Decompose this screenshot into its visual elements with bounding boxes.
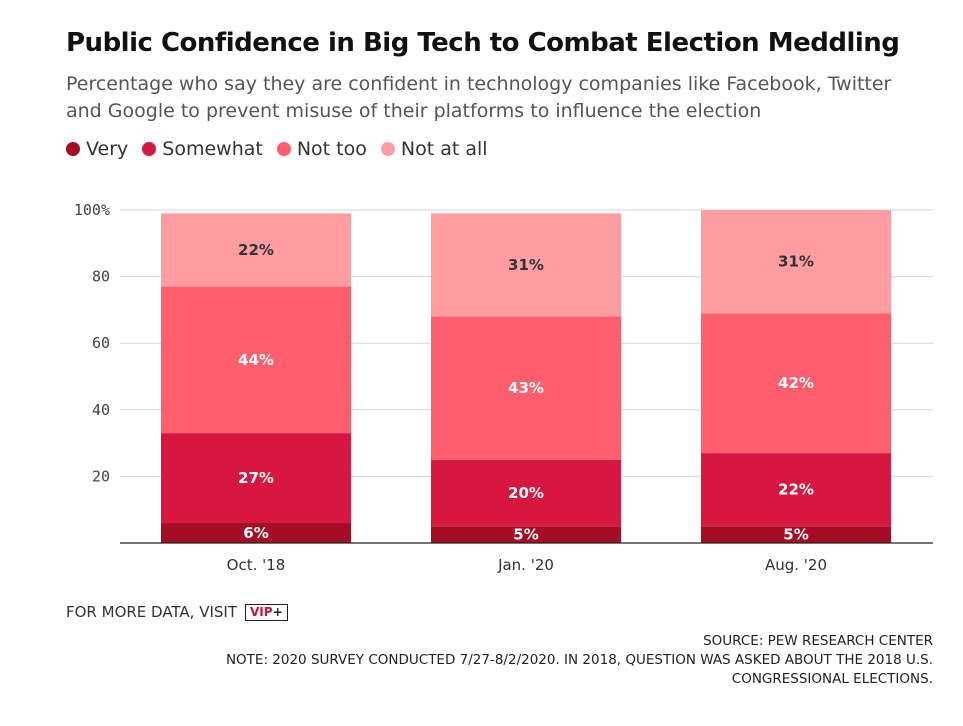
x-category-label: Aug. '20: [765, 556, 827, 574]
bar-segment-not-too: [431, 316, 621, 460]
source-notes: SOURCE: PEW RESEARCH CENTER NOTE: 2020 S…: [33, 632, 933, 689]
data-label: 31%: [778, 253, 814, 271]
data-label: 22%: [238, 241, 274, 259]
bar-segment-not-at-all: [701, 210, 891, 314]
bar-segment-not-too: [161, 286, 351, 434]
vip-plus-logo[interactable]: VIP+: [245, 603, 288, 621]
legend-label: Somewhat: [162, 138, 263, 160]
legend-label: Not at all: [400, 138, 488, 160]
legend-item-very: Very: [66, 138, 128, 160]
data-label: 31%: [508, 256, 544, 274]
x-category-label: Jan. '20: [497, 556, 554, 574]
legend-item-not-at-all: Not at all: [380, 138, 488, 160]
y-tick-label: 20: [92, 467, 110, 485]
data-label: 6%: [243, 524, 268, 542]
data-label: 5%: [513, 526, 538, 544]
bar-segment-somewhat: [701, 453, 891, 527]
legend-swatch: [66, 142, 80, 156]
bar-segment-not-too: [701, 313, 891, 454]
chart-subtitle: Percentage who say they are confident in…: [66, 73, 892, 122]
more-data-line: FOR MORE DATA, VISIT VIP+: [66, 603, 288, 621]
vip-plus-sign: +: [272, 604, 283, 619]
chart-title: Public Confidence in Big Tech to Combat …: [66, 28, 900, 58]
legend-item-somewhat: Somewhat: [142, 138, 263, 160]
legend: Very Somewhat Not too Not at all: [66, 138, 488, 160]
data-label: 20%: [508, 484, 544, 502]
legend-label: Not too: [296, 138, 367, 160]
y-tick-label: 60: [92, 334, 110, 352]
y-tick-label: 40: [92, 401, 110, 419]
data-label: 27%: [238, 469, 274, 487]
bar-segment-somewhat: [431, 459, 621, 527]
bar-segment-not-at-all: [161, 213, 351, 287]
note-line-2: CONGRESSIONAL ELECTIONS.: [731, 671, 933, 687]
vip-text: VIP: [250, 604, 273, 619]
bar-segment-very: [161, 523, 351, 543]
bar-segment-very: [431, 526, 621, 543]
legend-swatch: [142, 142, 157, 156]
more-data-text: FOR MORE DATA, VISIT: [66, 603, 238, 621]
data-label: 22%: [778, 481, 814, 499]
legend-swatch: [276, 142, 291, 156]
bar-segment-very: [701, 526, 891, 543]
bar-segment-somewhat: [161, 433, 351, 524]
x-category-label: Oct. '18: [227, 556, 286, 574]
data-label: 42%: [778, 374, 814, 392]
legend-swatch: [380, 142, 395, 156]
data-label: 43%: [508, 379, 544, 397]
bar-segment-not-at-all: [431, 213, 621, 317]
data-label: 5%: [783, 526, 808, 544]
source-text: SOURCE: PEW RESEARCH CENTER: [703, 633, 933, 649]
y-tick-label: 100%: [74, 201, 110, 219]
y-tick-label: 80: [92, 268, 110, 286]
legend-item-not-too: Not too: [276, 138, 367, 160]
stacked-bar-chart: 20 40 60 80 100% 6% 27% 44% 22% Oct. '18 5% 20% 43% 3…: [74, 201, 933, 574]
note-line-1: NOTE: 2020 SURVEY CONDUCTED 7/27-8/2/202…: [225, 652, 933, 668]
data-label: 44%: [238, 351, 274, 369]
legend-label: Very: [86, 138, 129, 160]
